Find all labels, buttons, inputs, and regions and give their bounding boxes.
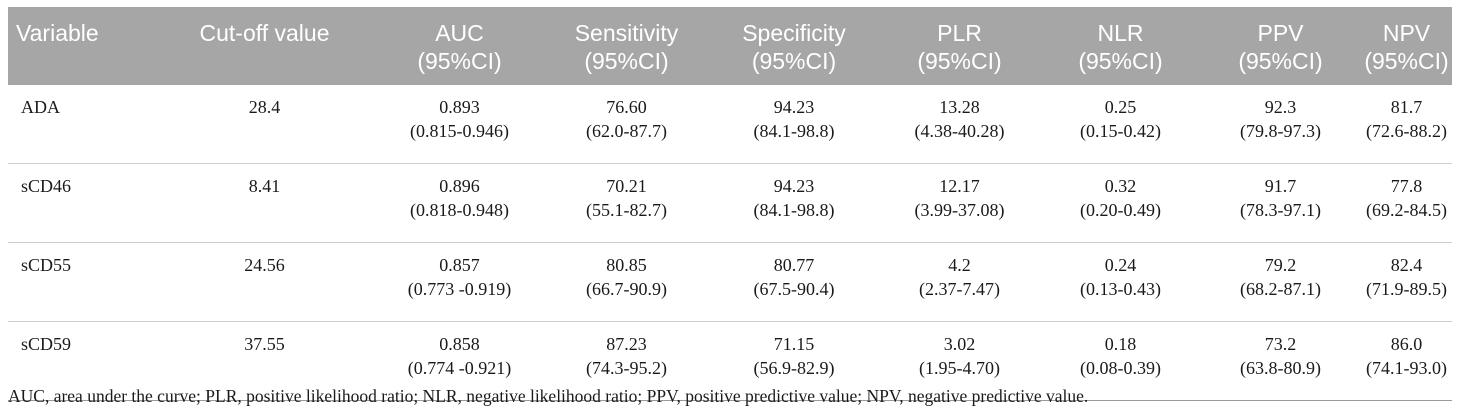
header-sensitivity: Sensitivity (95%CI) [543, 7, 710, 85]
cell-variable: ADA [8, 85, 153, 164]
cell-cutoff: 37.55 [153, 321, 376, 401]
cell-nlr: 0.24 (0.13-0.43) [1041, 242, 1200, 322]
cell-sensitivity: 70.21 (55.1-82.7) [543, 163, 710, 243]
cell-npv: 86.0 (74.1-93.0) [1361, 321, 1452, 401]
cell-sensitivity: 76.60 (62.0-87.7) [543, 85, 710, 164]
cell-variable: sCD46 [8, 163, 153, 243]
header-variable: Variable [8, 7, 153, 85]
header-nlr: NLR (95%CI) [1041, 7, 1200, 85]
cell-npv: 81.7 (72.6-88.2) [1361, 85, 1452, 164]
header-cutoff: Cut-off value [153, 7, 376, 85]
cell-ppv: 91.7 (78.3-97.1) [1200, 163, 1361, 243]
cell-nlr: 0.18 (0.08-0.39) [1041, 321, 1200, 401]
cell-sensitivity: 87.23 (74.3-95.2) [543, 321, 710, 401]
cell-plr: 4.2 (2.37-7.47) [878, 242, 1041, 322]
cell-ppv: 79.2 (68.2-87.1) [1200, 242, 1361, 322]
cell-auc: 0.858 (0.774 -0.921) [376, 321, 543, 401]
cell-sensitivity: 80.85 (66.7-90.9) [543, 242, 710, 322]
cell-variable: sCD59 [8, 321, 153, 401]
cell-cutoff: 24.56 [153, 242, 376, 322]
cell-cutoff: 8.41 [153, 163, 376, 243]
header-specificity: Specificity (95%CI) [710, 7, 878, 85]
cell-plr: 12.17 (3.99-37.08) [878, 163, 1041, 243]
cell-nlr: 0.25 (0.15-0.42) [1041, 85, 1200, 164]
cell-variable: sCD55 [8, 242, 153, 322]
table-row-scd46: sCD46 8.41 0.896 (0.818-0.948) 70.21 (55.1… [8, 163, 1452, 243]
cell-ppv: 92.3 (79.8-97.3) [1200, 85, 1361, 164]
cell-cutoff: 28.4 [153, 85, 376, 164]
cell-auc: 0.893 (0.815-0.946) [376, 85, 543, 164]
cell-auc: 0.857 (0.773 -0.919) [376, 242, 543, 322]
cell-plr: 3.02 (1.95-4.70) [878, 321, 1041, 401]
header-plr: PLR (95%CI) [878, 7, 1041, 85]
header-row: Variable Cut-off value AUC (95%CI) Sensit… [8, 7, 1452, 85]
cell-ppv: 73.2 (63.8-80.9) [1200, 321, 1361, 401]
cell-specificity: 94.23 (84.1-98.8) [710, 85, 878, 164]
header-auc: AUC (95%CI) [376, 7, 543, 85]
cell-specificity: 80.77 (67.5-90.4) [710, 242, 878, 322]
diagnostic-performance-table: Variable Cut-off value AUC (95%CI) Sensit… [8, 7, 1452, 401]
cell-specificity: 71.15 (56.9-82.9) [710, 321, 878, 401]
header-npv: NPV (95%CI) [1361, 7, 1452, 85]
header-ppv: PPV (95%CI) [1200, 7, 1361, 85]
table-row-scd55: sCD55 24.56 0.857 (0.773 -0.919) 80.85 (66… [8, 242, 1452, 322]
cell-npv: 77.8 (69.2-84.5) [1361, 163, 1452, 243]
cell-nlr: 0.32 (0.20-0.49) [1041, 163, 1200, 243]
cell-specificity: 94.23 (84.1-98.8) [710, 163, 878, 243]
cell-plr: 13.28 (4.38-40.28) [878, 85, 1041, 164]
cell-auc: 0.896 (0.818-0.948) [376, 163, 543, 243]
table-row-ada: ADA 28.4 0.893 (0.815-0.946) 76.60 (62.0-8… [8, 85, 1452, 164]
cell-npv: 82.4 (71.9-89.5) [1361, 242, 1452, 322]
table-footnote: AUC, area under the curve; PLR, positive… [8, 386, 1089, 406]
table-row-scd59: sCD59 37.55 0.858 (0.774 -0.921) 87.23 (74… [8, 321, 1452, 401]
